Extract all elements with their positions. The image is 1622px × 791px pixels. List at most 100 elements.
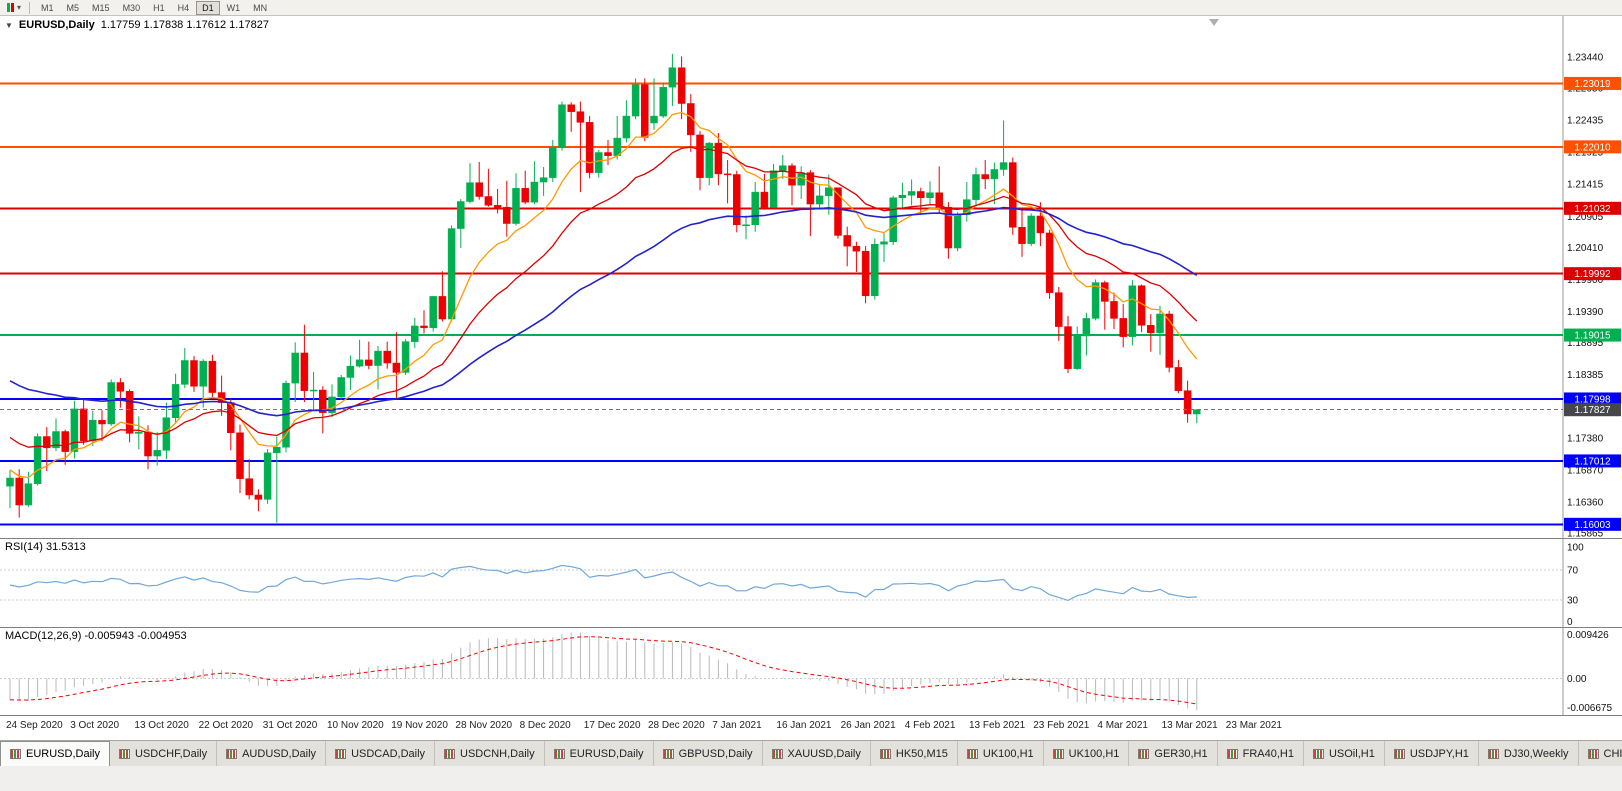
timeframe-button-m15[interactable]: M15 bbox=[92, 2, 110, 13]
chart-tab-bar: EURUSD,Daily USDCHF,Daily AUDUSD,Daily USDC… bbox=[0, 740, 1622, 766]
svg-text:100: 100 bbox=[1567, 543, 1584, 554]
chart-tab-6-gbpusd-daily[interactable]: GBPUSD,Daily bbox=[654, 741, 763, 766]
main-chart-panel[interactable]: ▼ EURUSD,Daily 1.17759 1.17838 1.17612 1… bbox=[0, 16, 1622, 540]
tab-label: XAUUSD,Daily bbox=[787, 747, 861, 760]
chart-tab-15-dj30-weekly[interactable]: DJ30,Weekly bbox=[1479, 741, 1579, 766]
svg-text:1.17998: 1.17998 bbox=[1574, 394, 1611, 405]
timeframe-button-mn[interactable]: MN bbox=[253, 2, 268, 13]
date-axis-label: 13 Feb 2021 bbox=[969, 720, 1026, 731]
timeframe-button-m30[interactable]: M30 bbox=[122, 2, 141, 13]
collapse-arrow-icon[interactable]: ▼ bbox=[5, 20, 13, 30]
tab-label: GBPUSD,Daily bbox=[678, 747, 753, 760]
svg-text:1.19390: 1.19390 bbox=[1567, 307, 1604, 318]
svg-text:1.19015: 1.19015 bbox=[1574, 331, 1611, 342]
panel-divider[interactable] bbox=[0, 715, 1622, 716]
chart-header: ▼ EURUSD,Daily 1.17759 1.17838 1.17612 1… bbox=[5, 19, 269, 31]
timeframe-button-w1[interactable]: W1 bbox=[226, 2, 241, 13]
macd-axis-labels: 0.009426 0.00 -0.006675 bbox=[1567, 630, 1612, 714]
date-axis-label: 19 Nov 2020 bbox=[391, 720, 448, 731]
svg-text:1.21032: 1.21032 bbox=[1574, 204, 1611, 215]
chart-tab-2-audusd-daily[interactable]: AUDUSD,Daily bbox=[217, 741, 327, 766]
tab-label: EURUSD,Daily bbox=[569, 747, 644, 760]
tab-chart-icon bbox=[1052, 748, 1064, 759]
chart-shift-marker-icon[interactable] bbox=[1209, 19, 1219, 26]
date-axis-label: 16 Jan 2021 bbox=[776, 720, 832, 731]
date-axis-label: 24 Sep 2020 bbox=[6, 720, 63, 731]
date-axis-label: 7 Jan 2021 bbox=[712, 720, 762, 731]
tab-label: USDCHF,Daily bbox=[134, 747, 208, 760]
chart-tab-8-hk50-m15[interactable]: HK50,M15 bbox=[871, 741, 958, 766]
macd-panel[interactable]: MACD(12,26,9) -0.005943 -0.004953 0.0094… bbox=[0, 628, 1622, 715]
tab-chart-icon bbox=[1312, 748, 1324, 759]
tab-chart-icon bbox=[1587, 748, 1599, 759]
svg-text:1.22435: 1.22435 bbox=[1567, 116, 1604, 127]
main-chart-svg[interactable]: 1.234401.229501.224351.219251.214151.209… bbox=[0, 16, 1622, 540]
mini-candle-up-icon bbox=[7, 3, 10, 12]
tab-label: HK50,M15 bbox=[895, 747, 948, 760]
rsi-axis-labels: 100 70 30 0 bbox=[1567, 543, 1584, 629]
svg-text:1.19992: 1.19992 bbox=[1574, 269, 1611, 280]
tab-chart-icon bbox=[118, 748, 130, 759]
date-axis-label: 28 Dec 2020 bbox=[648, 720, 705, 731]
rsi-panel[interactable]: RSI(14) 31.5313 100 70 30 0 bbox=[0, 539, 1622, 629]
chart-tab-16-china300-h1[interactable]: CHINA300,H1 bbox=[1579, 741, 1622, 766]
tab-chart-icon bbox=[966, 748, 978, 759]
tab-chart-icon bbox=[226, 748, 238, 759]
chart-tab-7-xauusd-daily[interactable]: XAUUSD,Daily bbox=[763, 741, 871, 766]
svg-text:-0.006675: -0.006675 bbox=[1567, 703, 1612, 714]
tab-label: CHINA300,H1 bbox=[1603, 747, 1622, 760]
chart-tab-0-eurusd-daily[interactable]: EURUSD,Daily bbox=[0, 741, 110, 766]
date-axis-label: 13 Mar 2021 bbox=[1161, 720, 1218, 731]
timeframe-button-h4[interactable]: H4 bbox=[177, 2, 190, 13]
timeframe-button-d1[interactable]: D1 bbox=[196, 0, 220, 15]
tab-chart-icon bbox=[662, 748, 674, 759]
tab-label: FRA40,H1 bbox=[1242, 747, 1294, 760]
svg-text:1.18895: 1.18895 bbox=[1567, 338, 1604, 349]
chart-tab-10-uk100-h1[interactable]: UK100,H1 bbox=[1044, 741, 1130, 766]
ma-10-line bbox=[9, 111, 1198, 479]
chart-tab-12-fra40-h1[interactable]: FRA40,H1 bbox=[1218, 741, 1304, 766]
tab-label: GER30,H1 bbox=[1154, 747, 1208, 760]
chevron-down-icon: ▾ bbox=[17, 3, 22, 12]
macd-label: MACD(12,26,9) -0.005943 -0.004953 bbox=[5, 630, 187, 642]
date-axis-label: 28 Nov 2020 bbox=[455, 720, 513, 731]
chart-tab-9-uk100-h1[interactable]: UK100,H1 bbox=[958, 741, 1044, 766]
chart-tab-14-usdjpy-h1[interactable]: USDJPY,H1 bbox=[1385, 741, 1479, 766]
date-axis[interactable]: 24 Sep 2020 3 Oct 2020 13 Oct 2020 22 Oct 2… bbox=[0, 716, 1622, 740]
macd-histogram bbox=[9, 632, 1198, 711]
date-axis-label: 22 Oct 2020 bbox=[198, 720, 254, 731]
panel-divider[interactable] bbox=[0, 538, 1622, 539]
timeframe-button-h1[interactable]: H1 bbox=[153, 2, 165, 13]
date-axis-label: 3 Oct 2020 bbox=[70, 720, 120, 731]
bottom-strip bbox=[0, 766, 1622, 791]
date-axis-label: 23 Feb 2021 bbox=[1033, 720, 1090, 731]
timeframe-button-m5[interactable]: M5 bbox=[66, 2, 80, 13]
horizontal-level-lines bbox=[0, 82, 1563, 526]
chart-tab-5-eurusd-daily[interactable]: EURUSD,Daily bbox=[545, 741, 654, 766]
timeframe-button-m1[interactable]: M1 bbox=[41, 2, 54, 13]
chart-symbol-label: EURUSD,Daily bbox=[18, 19, 95, 31]
svg-text:1.16360: 1.16360 bbox=[1567, 497, 1604, 508]
tab-chart-icon bbox=[1487, 748, 1499, 759]
tab-label: UK100,H1 bbox=[1068, 747, 1120, 760]
chart-tab-3-usdcad-daily[interactable]: USDCAD,Daily bbox=[326, 741, 436, 766]
tab-label: USDCAD,Daily bbox=[351, 747, 426, 760]
date-axis-label: 26 Jan 2021 bbox=[840, 720, 896, 731]
price-axis-badges: 1.23019 1.22010 1.21032 1.19992 1.19015 1.179… bbox=[1564, 76, 1621, 531]
svg-text:1.18385: 1.18385 bbox=[1567, 370, 1604, 381]
panel-divider[interactable] bbox=[0, 627, 1622, 628]
chart-tab-1-usdchf-daily[interactable]: USDCHF,Daily bbox=[110, 741, 218, 766]
chart-tab-11-ger30-h1[interactable]: GER30,H1 bbox=[1129, 741, 1218, 766]
tab-label: EURUSD,Daily bbox=[26, 748, 100, 760]
chart-tab-4-usdcnh-daily[interactable]: USDCNH,Daily bbox=[435, 741, 545, 766]
chart-tab-13-usoil-h1[interactable]: USOil,H1 bbox=[1304, 741, 1385, 766]
date-axis-label: 8 Dec 2020 bbox=[519, 720, 571, 731]
rsi-svg: 100 70 30 0 bbox=[0, 539, 1584, 629]
tab-chart-icon bbox=[771, 748, 783, 759]
chart-type-icon[interactable]: ▾ bbox=[4, 1, 24, 15]
tab-chart-icon bbox=[1138, 748, 1150, 759]
svg-text:0.009426: 0.009426 bbox=[1567, 630, 1609, 641]
rsi-label: RSI(14) 31.5313 bbox=[5, 541, 86, 553]
svg-text:0.00: 0.00 bbox=[1567, 674, 1587, 685]
tab-chart-icon bbox=[553, 748, 565, 759]
